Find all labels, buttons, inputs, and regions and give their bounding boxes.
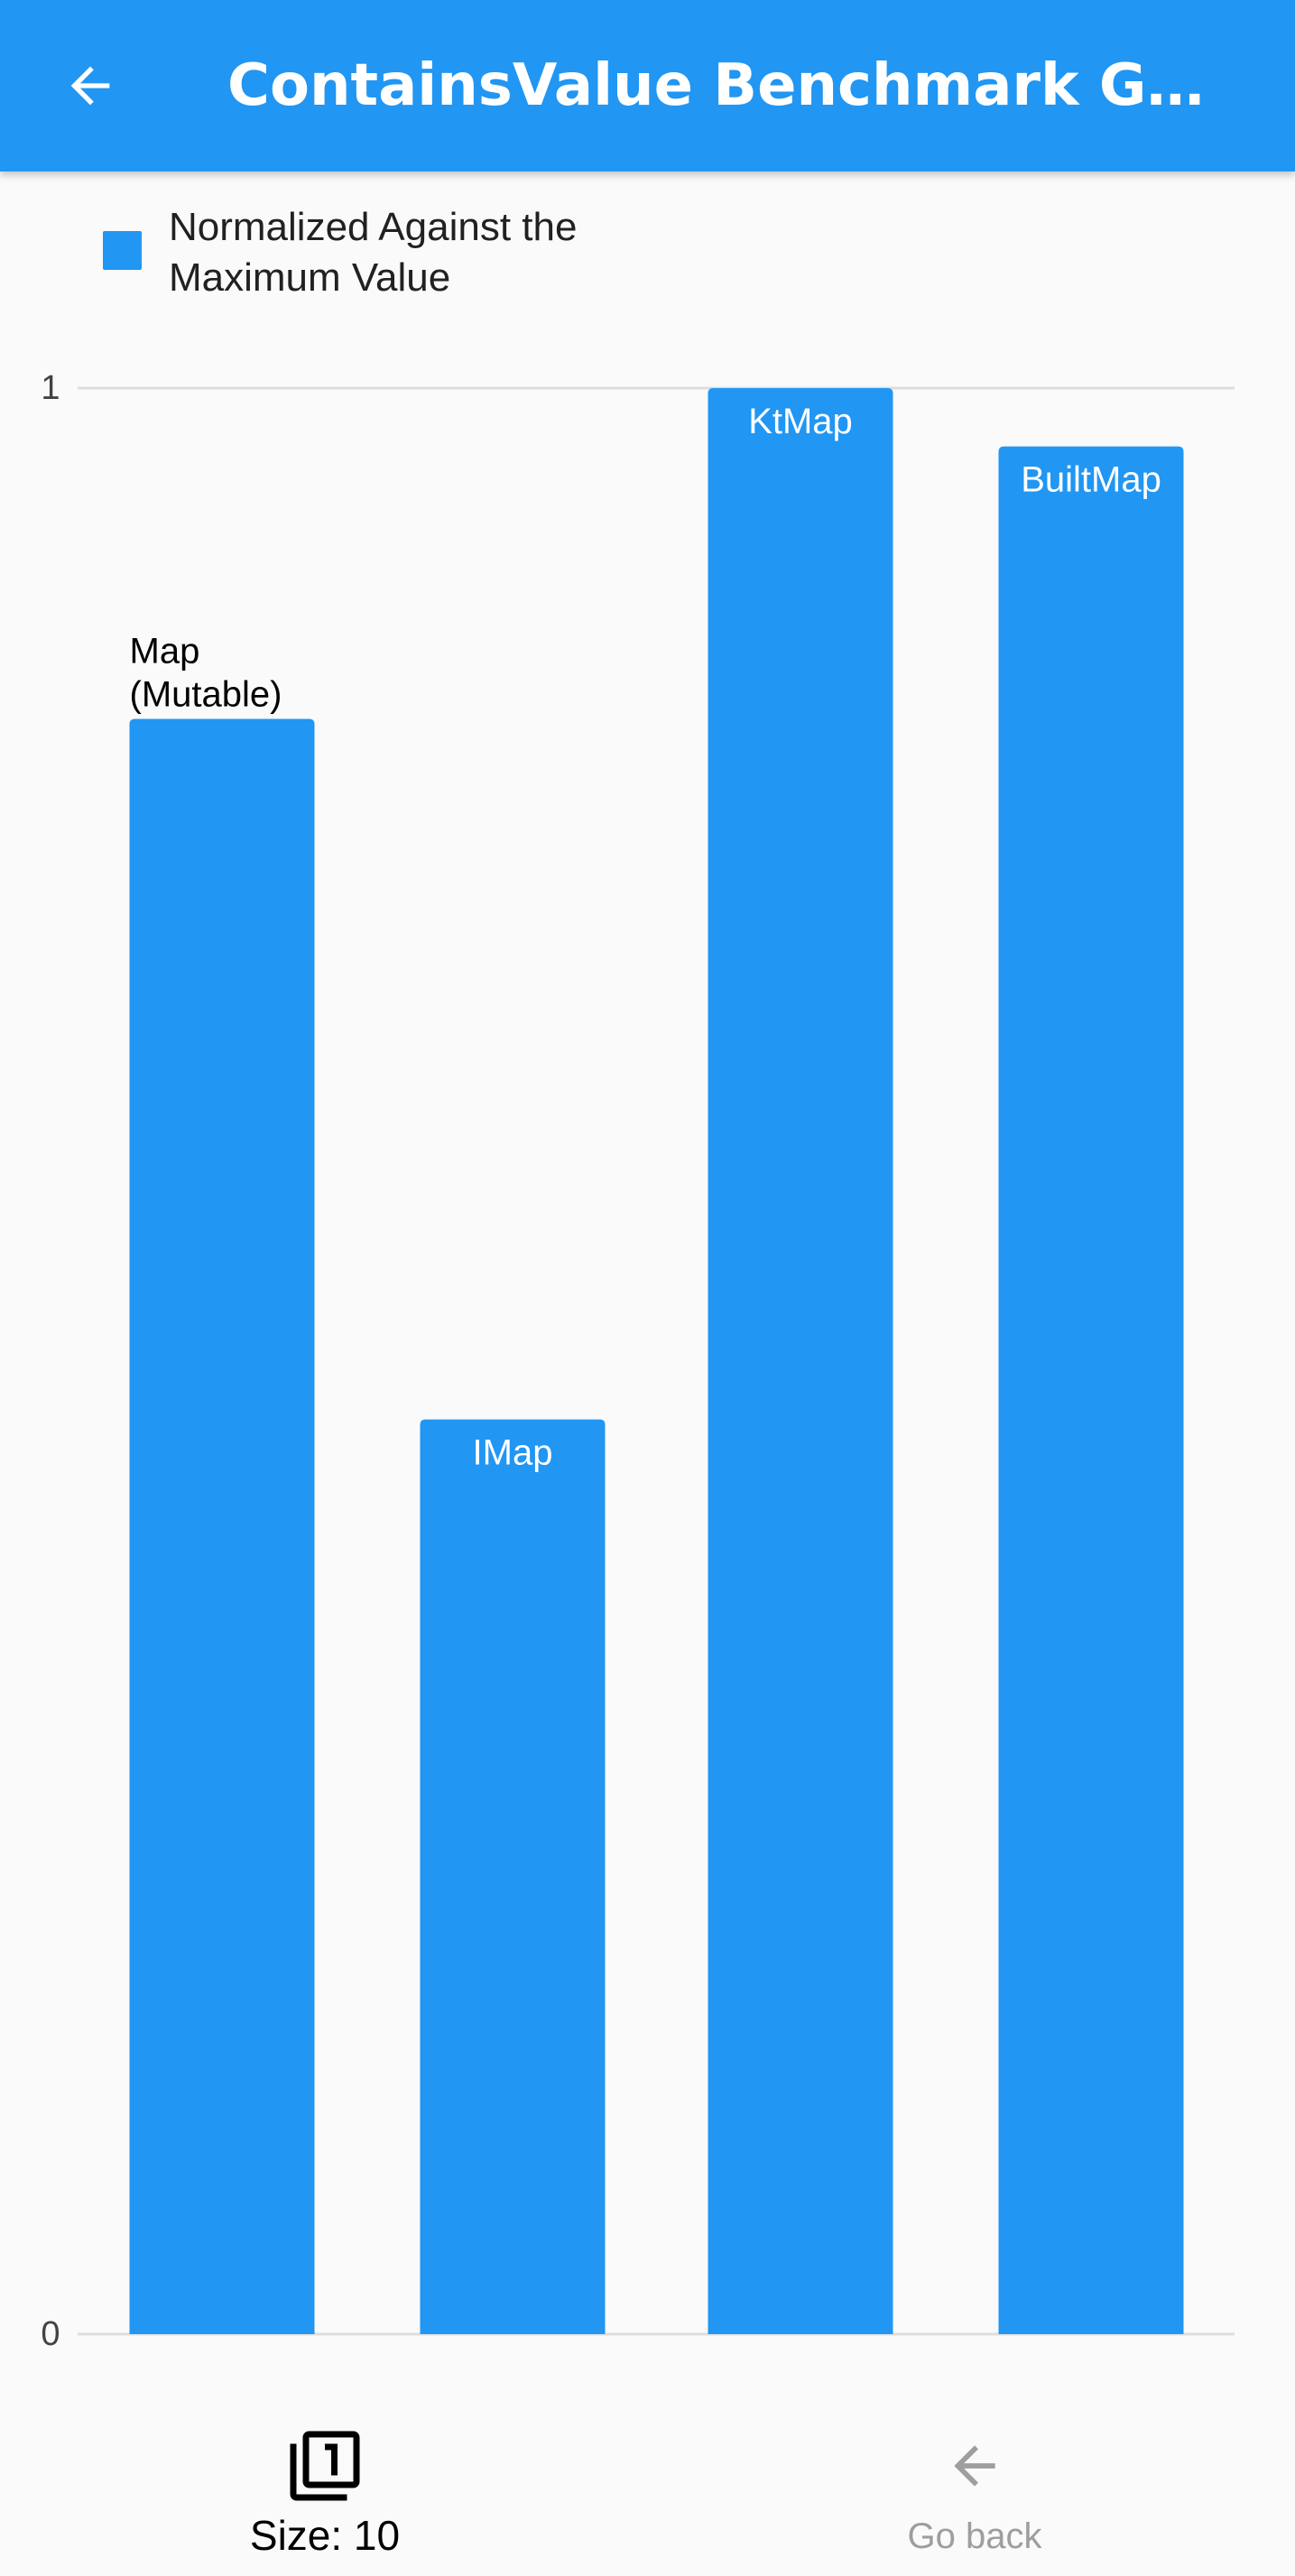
bar xyxy=(420,1419,606,2334)
bar-label: KtMap xyxy=(748,402,853,441)
go-back-nav-item[interactable]: Go back xyxy=(830,2397,1119,2576)
size-nav-label: Size: 10 xyxy=(249,2512,401,2559)
size-nav-item[interactable]: Size: 10 xyxy=(180,2397,469,2576)
arrow-back-icon xyxy=(954,2445,995,2487)
bar xyxy=(129,718,315,2334)
page-title: ContainsValue Benchmark Graph … xyxy=(227,52,1229,119)
bar xyxy=(708,388,893,2334)
legend-swatch xyxy=(103,231,142,270)
filter-1-icon xyxy=(290,2431,360,2501)
bottom-navigation: Size: 10 Go back xyxy=(0,2397,1295,2576)
y-tick-label: 1 xyxy=(41,369,60,407)
back-button[interactable] xyxy=(47,42,134,129)
bar-label: Map (Mutable) xyxy=(130,632,282,715)
app-bar: ContainsValue Benchmark Graph … xyxy=(0,0,1295,171)
chart-legend: Normalized Against the Maximum Value xyxy=(103,202,638,303)
bar-chart: 1 0 Map (Mutable) IMap KtMap BuiltMap xyxy=(41,369,1235,2353)
legend-label: Normalized Against the Maximum Value xyxy=(169,205,578,300)
y-tick-label: 0 xyxy=(41,2315,60,2353)
go-back-nav-label: Go back xyxy=(907,2516,1042,2556)
bar-label: IMap xyxy=(473,1433,553,1473)
bar-label: BuiltMap xyxy=(1021,460,1161,500)
bar xyxy=(998,446,1184,2335)
arrow-back-icon xyxy=(70,66,110,106)
